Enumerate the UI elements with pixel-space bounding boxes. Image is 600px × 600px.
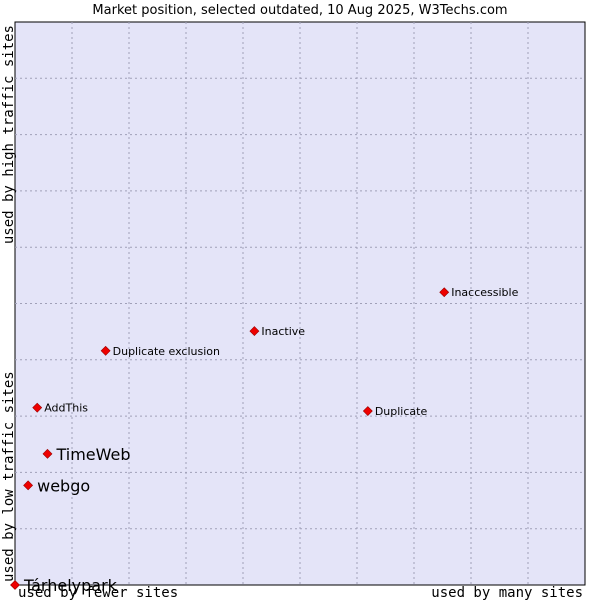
y-axis-label-top: used by high traffic sites	[1, 25, 17, 244]
data-point-marker	[100, 345, 111, 356]
data-point-label: Duplicate	[375, 405, 428, 418]
data-point-label: Tárhelypark	[23, 576, 118, 595]
data-point-marker	[10, 580, 20, 590]
data-point-label: AddThis	[44, 402, 88, 415]
data-point-marker	[23, 480, 34, 491]
data-point-label: webgo	[37, 476, 90, 495]
data-point-marker	[42, 448, 53, 459]
data-point-label: TimeWeb	[55, 445, 130, 464]
y-axis-label-bottom: used by low traffic sites	[1, 371, 17, 582]
x-axis-label-right: used by many sites	[431, 585, 583, 600]
data-point-label: Inactive	[261, 325, 305, 338]
data-points: Inaccessible Inactive Duplicate exclusion A…	[10, 286, 519, 595]
data-point-marker	[249, 326, 260, 337]
data-point-marker	[362, 406, 373, 416]
data-point-label: Duplicate exclusion	[113, 345, 220, 358]
data-point-marker	[439, 287, 450, 298]
data-point-marker	[32, 402, 43, 413]
x-axis-label-left: used by fewer sites	[18, 585, 178, 600]
grid-lines	[15, 22, 585, 585]
data-point-label: Inaccessible	[451, 286, 518, 299]
chart-title: Market position, selected outdated, 10 A…	[92, 3, 507, 18]
